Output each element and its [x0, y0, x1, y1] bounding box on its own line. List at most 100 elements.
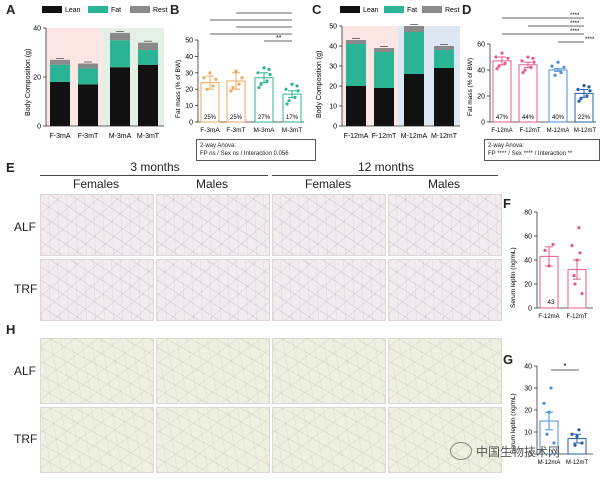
chart-d-point-1-4 — [503, 61, 507, 66]
chart-c-xtick-3: M-12mA — [401, 133, 428, 140]
chart-b-point-4-3 — [290, 82, 294, 86]
chart-d-point-2-2 — [523, 68, 527, 72]
chart-b-sig-lines — [210, 12, 292, 42]
micrograph-h-alf-m12m — [388, 338, 502, 404]
chart-a-ytick-label-2: 40 — [33, 26, 41, 33]
chart-d-sig-lines — [502, 17, 584, 43]
chart-b-point-2-2 — [234, 69, 238, 73]
micrograph-h-trf-m3m — [156, 407, 270, 473]
legend-label-lean: Lean — [363, 7, 379, 14]
chart-c-xtick-4: M-12mT — [431, 133, 458, 140]
chart-d-point-2-4 — [529, 65, 533, 69]
chart-c-bar-lean-4 — [434, 68, 454, 126]
chart-a-bar-lean-2 — [78, 84, 98, 126]
chart-g-point-2-2 — [573, 443, 577, 447]
chart-a-ylabel: Body Composition (g) — [25, 49, 32, 116]
chart-d-point-2-1 — [520, 59, 524, 63]
chart-d-bar-1 — [492, 60, 512, 123]
chart-d-point-4-4 — [585, 94, 589, 98]
chart-c-bar-lean-2 — [374, 88, 394, 126]
chart-c-bar-rest-2 — [374, 48, 394, 52]
chart-d-point-3-4 — [559, 71, 563, 75]
chart-c-bar-fat-3 — [404, 32, 424, 74]
chart-d-ytick-label-1: 20 — [477, 94, 485, 101]
chart-d-point-2-6 — [521, 71, 525, 75]
chart-f-point-2-7 — [578, 251, 582, 255]
chart-b-point-1-2 — [205, 87, 209, 91]
chart-d-point-3-1 — [550, 64, 554, 68]
chart-d-pct-1: 47% — [496, 115, 509, 121]
header-males-12m: Males — [427, 177, 460, 191]
chart-c-bar-rest-4 — [434, 46, 454, 50]
chart-a-bar-rest-4 — [138, 42, 158, 51]
chart-a-ytick-label-0: 0 — [37, 124, 41, 131]
chart-d-ytick-label-0: 0 — [481, 120, 485, 127]
chart-g-point-1-4 — [552, 441, 556, 445]
chart-b-xtick-2: F-3mT — [226, 127, 245, 134]
micrograph-e-alf-m3m — [156, 194, 270, 256]
anova-b-text: FP ns / Sex ns / Interaction 0.056 — [200, 151, 289, 157]
chart-b-point-1-5 — [214, 77, 218, 81]
chart-b-sig: ** — [276, 35, 282, 42]
chart-f-ylabel: Serum leptin (ng/mL) — [510, 247, 517, 308]
micrograph-h-trf-f12m — [272, 407, 386, 473]
chart-d-point-4-3 — [582, 84, 586, 88]
chart-f-ytick-label-4: 80 — [524, 210, 532, 217]
header-females-3m: Females — [72, 177, 119, 191]
micrograph-h-alf-f3m — [40, 338, 154, 404]
chart-a-bar-lean-3 — [110, 67, 130, 126]
chart-b-point-3-3 — [262, 66, 266, 70]
legend-label-fat: Fat — [407, 7, 417, 14]
chart-d-point-4-1 — [576, 87, 580, 92]
chart-f-point-2-1 — [570, 244, 574, 248]
chart-f-bar-label: 43 — [547, 299, 555, 306]
chart-g-ytick-label-2: 20 — [524, 408, 532, 415]
chart-b-ytick-label-0: 0 — [189, 120, 193, 127]
chart-f-ytick-label-2: 40 — [524, 258, 532, 265]
micrograph-e-trf-f3m — [40, 259, 154, 321]
chart-g-xtick-2: M-12mT — [566, 460, 589, 466]
panel-label-c: C — [312, 2, 322, 17]
chart-c-bar-fat-1 — [346, 44, 366, 86]
chart-a-bar-rest-1 — [50, 59, 70, 65]
chart-b-xtick-3: M-3mA — [254, 127, 276, 134]
wechat-icon — [450, 442, 472, 460]
chart-d-pct-2: 44% — [522, 115, 535, 121]
chart-b-point-2-1 — [231, 85, 235, 90]
chart-b-ytick-label-1: 10 — [185, 103, 193, 110]
chart-d-xtick-2: F-12mT — [520, 128, 541, 134]
chart-d-point-4-2 — [579, 97, 583, 101]
watermark: 中国生物技术网 — [450, 442, 560, 460]
chart-f-point-2-2 — [573, 282, 577, 286]
chart-a-bar-fat-4 — [138, 50, 158, 65]
header-females-12m: Females — [304, 177, 351, 191]
chart-f-point-2-4 — [580, 292, 584, 296]
panel-label-a: A — [6, 2, 16, 17]
micrograph-h-trf-f3m — [40, 407, 154, 473]
chart-d-point-3-5 — [562, 65, 566, 69]
header-3-months-rule — [40, 175, 268, 176]
chart-b-point-4-5 — [296, 89, 300, 93]
chart-d-point-4-6 — [577, 99, 581, 103]
chart-b-xtick-1: F-3mA — [200, 127, 220, 134]
chart-c-bar-fat-4 — [434, 50, 454, 68]
anova-box-d: 2-way Anova: FP **** / Sex **** / Intera… — [484, 139, 600, 161]
chart-g-point-2-3 — [577, 428, 581, 432]
chart-g-point-2-1 — [570, 432, 574, 436]
chart-f: 0 20 40 60 80 Serum leptin (ng/mL) 43 F-12mA… — [510, 210, 593, 320]
panel-label-h: H — [6, 322, 16, 337]
chart-a-bar-fat-2 — [78, 68, 98, 85]
micrograph-h-alf-m3m — [156, 338, 270, 404]
micrograph-e-alf-m12m — [388, 194, 502, 256]
chart-b-point-4-6 — [285, 102, 289, 106]
anova-d-title: 2-way Anova: — [488, 143, 525, 149]
chart-d-point-2-5 — [532, 60, 536, 64]
micrograph-e-alf-f3m — [40, 194, 154, 256]
chart-c-ytick-label-4: 40 — [329, 44, 337, 51]
chart-b-point-2-4 — [240, 76, 244, 80]
legend-label-rest: Rest — [445, 7, 459, 14]
header-12-months-rule — [272, 175, 498, 176]
chart-g-ytick-label-1: 10 — [524, 430, 532, 437]
chart-f-point-2-6 — [572, 274, 576, 278]
chart-d-point-1-3 — [500, 51, 504, 55]
